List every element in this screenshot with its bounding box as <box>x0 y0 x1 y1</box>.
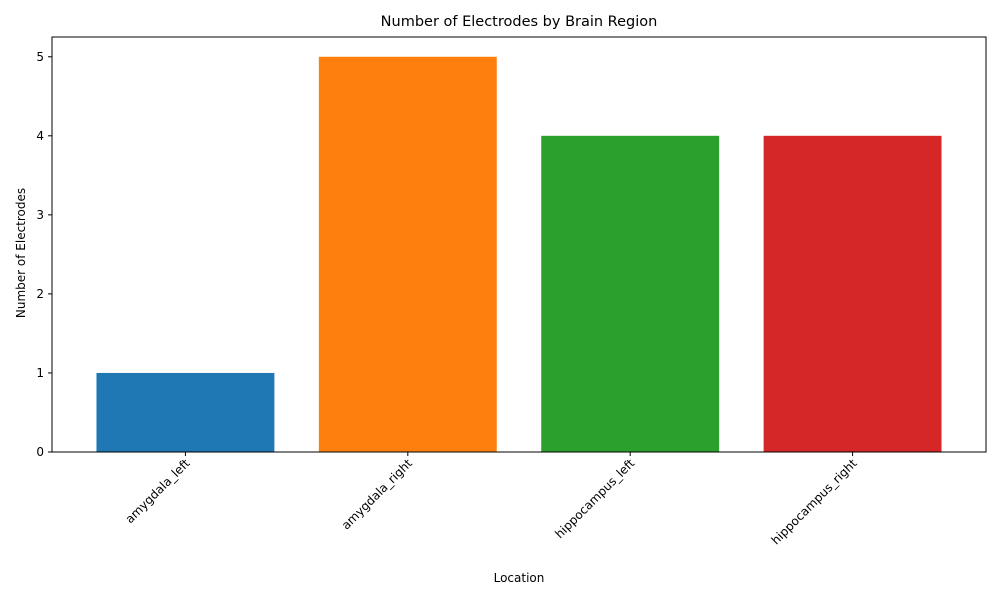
plot-area: 0 1 2 3 4 5 amygdala_left amygdala_right hippoca… <box>36 36 987 547</box>
x-tick-label: hippocampus_right <box>769 456 860 547</box>
y-tick-label: 5 <box>36 50 44 64</box>
bar <box>541 135 720 452</box>
y-tick-label: 4 <box>36 129 44 143</box>
y-tick-label: 2 <box>36 287 44 301</box>
x-tick-label: amygdala_right <box>339 456 415 532</box>
y-tick-label: 1 <box>36 366 44 380</box>
x-tick-label: hippocampus_left <box>552 456 637 541</box>
y-tick-label: 3 <box>36 208 44 222</box>
bar <box>318 56 497 452</box>
x-tick-label: amygdala_left <box>123 456 193 526</box>
axes-frame <box>51 36 987 453</box>
y-tick-label: 0 <box>36 445 44 459</box>
y-axis-label: Number of Electrodes <box>14 188 28 318</box>
bar <box>763 135 942 452</box>
chart-title: Number of Electrodes by Brain Region <box>381 14 658 30</box>
bar <box>96 372 275 452</box>
x-axis-label: Location <box>494 571 545 585</box>
